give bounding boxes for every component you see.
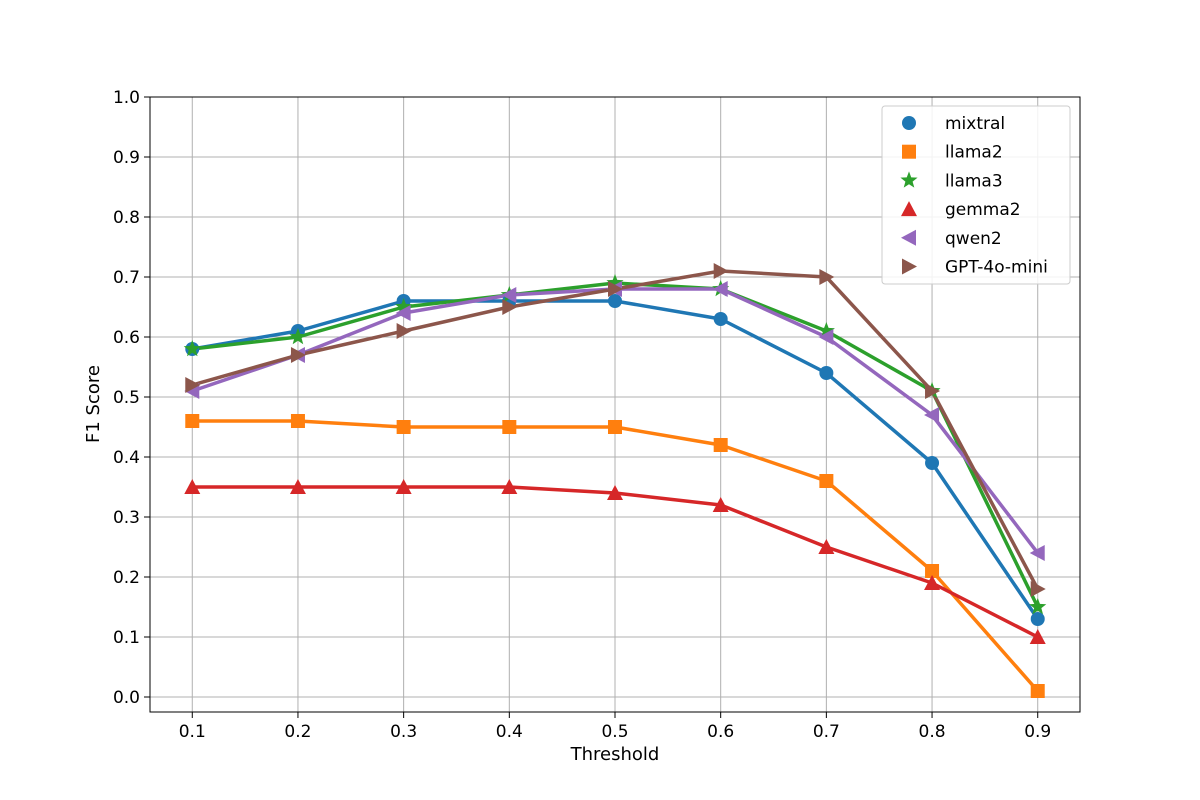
data-point-gpt-4o-mini [608, 281, 623, 297]
data-point-llama2 [608, 420, 622, 434]
data-point-gpt-4o-mini [502, 299, 518, 315]
data-point-llama2 [185, 414, 200, 428]
legend-marker [902, 144, 916, 159]
data-point-gpt-4o-mini [713, 263, 729, 279]
data-point-llama2 [819, 474, 834, 488]
data-point-gemma2 [501, 479, 518, 494]
y-tick-label: 0.6 [113, 328, 140, 348]
data-point-gpt-4o-mini [1030, 581, 1046, 597]
legend-label: qwen2 [945, 229, 1002, 249]
x-tick-label: 0.5 [601, 722, 628, 742]
x-axis-label: Threshold [570, 744, 660, 765]
legend-box [881, 105, 1071, 285]
x-tick-label: 0.4 [496, 722, 523, 742]
y-tick-label: 0.3 [113, 508, 140, 528]
y-tick-label: 1.0 [113, 88, 140, 108]
legend-label: mixtral [945, 114, 1005, 134]
data-point-llama2 [1030, 684, 1045, 698]
data-point-llama2 [713, 438, 728, 452]
y-tick-label: 0.8 [113, 208, 140, 228]
x-tick-label: 0.7 [813, 722, 840, 742]
data-point-gemma2 [818, 539, 835, 554]
data-point-qwen2 [1029, 545, 1045, 561]
data-point-gemma2 [395, 479, 412, 494]
legend-marker [901, 229, 916, 246]
series-markers [183, 263, 1047, 698]
data-point-llama3 [606, 274, 624, 291]
data-point-llama3 [289, 328, 307, 345]
data-point-mixtral [1030, 612, 1045, 626]
data-point-mixtral [925, 456, 940, 470]
legend-marker [902, 258, 917, 275]
x-tick-label: 0.9 [1024, 722, 1051, 742]
legend-marker [900, 171, 918, 188]
data-point-gemma2 [184, 479, 201, 494]
legend-label: GPT-4o-mini [945, 258, 1048, 278]
data-point-gpt-4o-mini [290, 347, 306, 363]
data-point-gemma2 [712, 497, 729, 512]
data-point-qwen2 [712, 281, 728, 297]
legend-label: llama2 [945, 143, 1003, 163]
data-point-llama3 [817, 322, 835, 339]
data-point-gemma2 [1029, 629, 1046, 644]
legend: mixtral llama2 llama3 gemma2 qwen2 GPT-4o-min… [881, 105, 1071, 285]
data-point-qwen2 [924, 407, 940, 423]
y-tick-label: 0.9 [113, 148, 140, 168]
x-tick-label: 0.8 [919, 722, 946, 742]
y-axis-label: F1 Score [83, 365, 104, 443]
data-point-gemma2 [924, 575, 941, 590]
legend-marker [901, 201, 917, 217]
x-tick-label: 0.1 [179, 722, 206, 742]
x-tick-label: 0.6 [707, 722, 734, 742]
x-tick-label: 0.3 [390, 722, 417, 742]
data-point-mixtral [819, 366, 834, 380]
y-tick-label: 0.7 [113, 268, 140, 288]
data-point-qwen2 [818, 329, 834, 345]
y-tick-label: 0.2 [113, 568, 140, 588]
data-point-llama2 [502, 420, 517, 434]
y-tick-label: 0.0 [113, 688, 140, 708]
data-point-mixtral [608, 294, 622, 308]
data-point-gpt-4o-mini [925, 383, 941, 399]
data-point-qwen2 [395, 305, 411, 321]
y-tick-label: 0.4 [113, 448, 140, 468]
y-tick-label: 0.1 [113, 628, 140, 648]
data-point-llama3 [1029, 598, 1047, 615]
data-point-gemma2 [289, 479, 306, 494]
y-tick-label: 0.5 [113, 388, 140, 408]
data-point-llama2 [290, 414, 305, 428]
x-axis-ticks: 0.1 0.2 0.3 0.4 0.5 0.6 0.7 0.8 0.9 [179, 712, 1051, 742]
data-point-mixtral [713, 312, 728, 326]
data-point-qwen2 [501, 287, 517, 303]
data-point-gpt-4o-mini [185, 377, 201, 393]
x-tick-label: 0.2 [284, 722, 311, 742]
legend-label: llama3 [945, 171, 1003, 191]
data-point-llama3 [395, 298, 413, 315]
data-point-llama3 [183, 340, 201, 357]
legend-label: gemma2 [945, 200, 1021, 220]
data-point-llama2 [925, 564, 940, 578]
data-point-gpt-4o-mini [396, 323, 412, 339]
legend-marker [902, 116, 916, 130]
data-point-gemma2 [607, 485, 623, 500]
data-point-llama2 [396, 420, 411, 434]
data-point-gpt-4o-mini [819, 269, 835, 285]
y-axis-ticks: 0.0 0.1 0.2 0.3 0.4 0.5 0.6 0.7 0.8 0.9 1.0 [113, 88, 150, 708]
